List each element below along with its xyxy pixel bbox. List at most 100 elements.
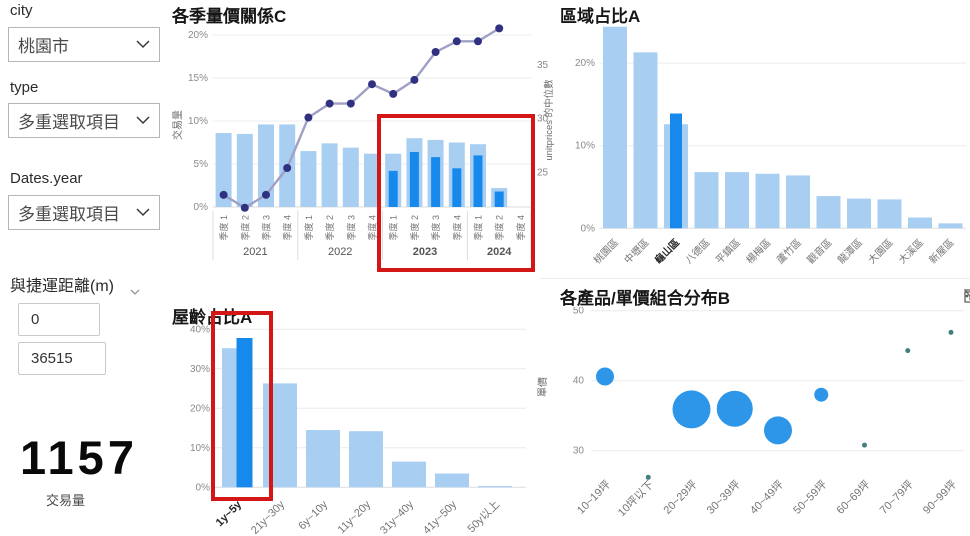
right-axis-tick: 35: [537, 60, 549, 71]
line-marker[interactable]: [283, 164, 292, 173]
bar-dark[interactable]: [236, 337, 253, 488]
chevron-down-icon: [136, 40, 150, 49]
category-label: 10~19坪: [574, 478, 613, 517]
quarter-label: 季度 3: [345, 215, 356, 241]
bar-dark[interactable]: [409, 151, 419, 207]
quarter-label: 季度 2: [494, 215, 505, 241]
category-label: 70~79坪: [877, 478, 916, 517]
category-label: 大溪區: [896, 236, 926, 266]
category-label: 10坪以下: [615, 478, 656, 519]
quarter-label: 季度 4: [451, 215, 462, 241]
y-axis-tick: 0%: [581, 223, 596, 234]
city-dropdown[interactable]: 桃園市: [8, 27, 160, 62]
left-axis-tick: 0%: [194, 202, 209, 213]
bubble[interactable]: [596, 367, 614, 386]
kpi-transaction-count: 1157: [20, 431, 138, 484]
chevron-down-icon[interactable]: [130, 289, 140, 296]
chevron-down-icon: [136, 208, 150, 217]
bar-light[interactable]: [938, 223, 963, 229]
line-marker[interactable]: [495, 24, 504, 33]
bubble[interactable]: [764, 416, 792, 445]
line-marker[interactable]: [325, 99, 334, 108]
bubble[interactable]: [716, 390, 753, 427]
bar-dark[interactable]: [670, 113, 682, 229]
more-options-icon[interactable]: [964, 289, 970, 303]
category-label: 蘆竹區: [774, 236, 804, 266]
bar-light[interactable]: [215, 133, 232, 207]
bubble[interactable]: [645, 474, 651, 480]
bar-dark[interactable]: [494, 191, 504, 207]
distance-min-input[interactable]: [18, 303, 100, 336]
bar-light[interactable]: [755, 173, 780, 229]
category-label: 楊梅區: [743, 236, 773, 266]
bar-light[interactable]: [603, 26, 627, 229]
year-dropdown[interactable]: 多重選取項目: [8, 195, 160, 230]
left-axis-tick: 15%: [188, 73, 208, 84]
bar-light[interactable]: [342, 147, 359, 207]
quarter-label: 季度 3: [261, 215, 272, 241]
category-label: 60~69坪: [834, 478, 873, 517]
bar-light[interactable]: [725, 172, 749, 229]
right-axis-title: unitprices 的中位數: [543, 79, 555, 161]
year-slicer-label: Dates.year: [10, 170, 83, 187]
bar-light[interactable]: [633, 52, 658, 229]
bar-light[interactable]: [392, 461, 426, 488]
bar-light[interactable]: [258, 124, 274, 207]
city-dropdown-value: 桃園市: [18, 37, 69, 56]
type-dropdown[interactable]: 多重選取項目: [8, 103, 160, 138]
focus-mode-icon[interactable]: [964, 289, 970, 303]
product-price-scatter-chart: 各產品/單價組合分布B 50 40 30 單價 10~19坪 10坪以下 20~29坪 30~…: [536, 283, 970, 536]
bubble[interactable]: [905, 348, 911, 354]
quarter-label: 季度 1: [388, 215, 399, 241]
category-label: 20~29坪: [661, 478, 700, 517]
bar-light[interactable]: [236, 133, 253, 207]
line-marker[interactable]: [262, 190, 270, 199]
bar-light[interactable]: [877, 199, 902, 229]
y-axis-tick: 30: [573, 446, 585, 457]
bar-dark[interactable]: [452, 168, 462, 207]
line-marker[interactable]: [410, 75, 419, 84]
distance-max-input[interactable]: [18, 342, 106, 375]
line-marker[interactable]: [219, 190, 228, 199]
category-label: 觀音區: [804, 236, 834, 266]
category-label: 90~99坪: [920, 478, 959, 517]
bubble[interactable]: [672, 390, 711, 429]
bar-light[interactable]: [694, 172, 719, 229]
chevron-down-icon: [136, 116, 150, 125]
line-marker[interactable]: [304, 113, 313, 122]
bar-light[interactable]: [349, 431, 383, 488]
line-marker[interactable]: [452, 37, 461, 46]
bubble[interactable]: [862, 442, 867, 448]
bar-light[interactable]: [786, 175, 810, 229]
bar-dark[interactable]: [473, 155, 483, 207]
bar-light[interactable]: [364, 153, 380, 207]
bubble[interactable]: [948, 329, 954, 335]
quarter-label: 季度 4: [515, 215, 526, 241]
line-marker[interactable]: [431, 48, 440, 57]
line-marker[interactable]: [240, 203, 249, 212]
y-axis-tick: 10%: [190, 443, 210, 454]
bar-light[interactable]: [435, 473, 469, 488]
y-axis-tick: 50: [573, 307, 585, 317]
quarter-label: 季度 1: [218, 215, 229, 241]
line-marker[interactable]: [389, 89, 398, 98]
bar-dark[interactable]: [431, 157, 441, 207]
line-marker[interactable]: [474, 37, 482, 46]
bar-light[interactable]: [300, 151, 317, 207]
bar-light[interactable]: [263, 383, 297, 488]
bar-light[interactable]: [847, 198, 871, 229]
category-label: 50y以上: [465, 498, 502, 535]
bar-light[interactable]: [306, 430, 340, 488]
bar-light[interactable]: [908, 217, 932, 229]
bar-light[interactable]: [816, 196, 841, 229]
y-axis-tick: 30%: [190, 364, 210, 375]
bar-dark[interactable]: [388, 170, 398, 207]
quarter-label: 季度 3: [430, 215, 441, 241]
line-marker[interactable]: [346, 99, 355, 108]
bubble[interactable]: [814, 387, 829, 402]
bar-light[interactable]: [478, 486, 512, 488]
bar-light[interactable]: [321, 143, 338, 207]
left-axis-tick: 10%: [188, 116, 208, 127]
scatter-chart-svg: 50 40 30 單價 10~19坪 10坪以下 20~29坪 30~39坪 40~49坪 50~…: [536, 307, 964, 519]
line-marker[interactable]: [368, 80, 376, 89]
